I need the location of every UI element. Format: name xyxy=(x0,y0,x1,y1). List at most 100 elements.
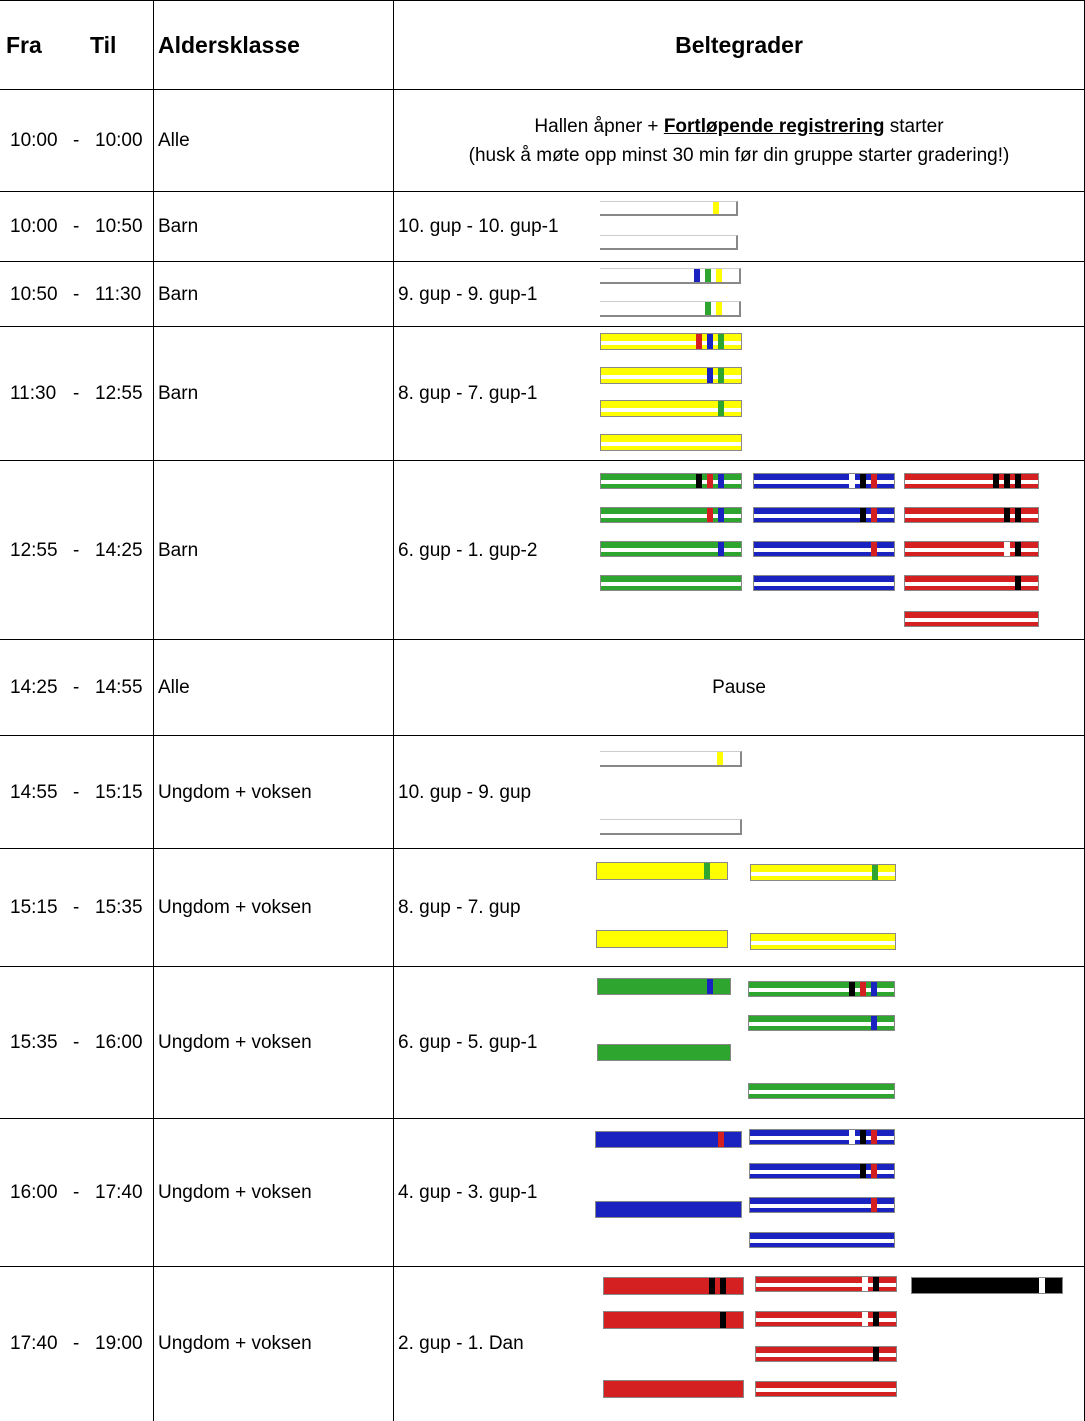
belt-stripe-red xyxy=(871,474,877,488)
belt-stripe-blue xyxy=(694,269,700,282)
grade-range: 9. gup - 9. gup-1 xyxy=(398,284,538,305)
belt-center-line xyxy=(601,582,741,586)
belt-center-line xyxy=(756,1283,896,1287)
belt-stripe-green xyxy=(718,368,724,383)
belt-stripe-blue xyxy=(707,368,713,383)
belt-yellow xyxy=(600,434,742,451)
belt-black xyxy=(911,1277,1063,1294)
pause-label: Pause xyxy=(712,677,766,698)
belt-green xyxy=(748,1083,895,1099)
belt-stripe-red xyxy=(871,508,877,522)
grid-line xyxy=(0,89,1085,90)
belt-center-line xyxy=(754,514,894,518)
belt-stripe-green xyxy=(705,302,711,315)
age-class: Barn xyxy=(158,216,199,237)
belt-stripe-black xyxy=(860,1164,866,1178)
grade-range: 6. gup - 5. gup-1 xyxy=(398,1032,538,1053)
time-separator: - xyxy=(73,383,80,404)
belt-center-line xyxy=(750,1204,894,1208)
belt-center-line xyxy=(601,480,741,484)
belt-center-line xyxy=(750,1239,894,1243)
time-from: 14:55 xyxy=(10,782,58,803)
belt-red xyxy=(904,541,1039,557)
belt-green xyxy=(600,507,742,523)
belt-white xyxy=(600,301,741,317)
time-from: 16:00 xyxy=(10,1182,58,1203)
time-from: 10:50 xyxy=(10,284,58,305)
belt-center-line xyxy=(750,1170,894,1174)
time-separator: - xyxy=(73,284,80,305)
grid-line xyxy=(0,848,1085,849)
time-separator: - xyxy=(73,216,80,237)
time-from: 17:40 xyxy=(10,1333,58,1354)
belt-center-line xyxy=(754,480,894,484)
belt-blue xyxy=(595,1201,742,1218)
registration-link[interactable]: Fortløpende registrering xyxy=(663,116,885,137)
belt-green xyxy=(600,473,742,489)
grid-line xyxy=(0,735,1085,736)
grid-line xyxy=(0,0,1085,1)
belt-stripe-black xyxy=(1015,542,1021,556)
belt-stripe-white xyxy=(1004,542,1010,556)
belt-red xyxy=(755,1311,897,1327)
time-to: 12:55 xyxy=(95,383,143,404)
belt-white xyxy=(600,819,742,835)
belt-green xyxy=(597,1044,731,1061)
time-separator: - xyxy=(73,782,80,803)
note-text: Hallen åpner + xyxy=(534,116,664,137)
belt-stripe-white xyxy=(849,1130,855,1144)
time-from: 14:25 xyxy=(10,677,58,698)
belt-stripe-blue xyxy=(718,508,724,522)
belt-center-line xyxy=(905,514,1038,518)
age-class: Ungdom + voksen xyxy=(158,1182,312,1203)
belt-yellow xyxy=(596,862,728,880)
belt-center-line xyxy=(751,941,895,945)
belt-stripe-white xyxy=(862,1312,868,1326)
belt-stripe-red xyxy=(871,1130,877,1144)
belt-stripe-white xyxy=(862,1277,868,1291)
belt-white xyxy=(600,201,738,216)
belt-stripe-blue xyxy=(707,979,713,994)
time-from: 10:00 xyxy=(10,130,58,151)
belt-blue xyxy=(753,575,895,591)
grid-line xyxy=(0,261,1085,262)
belt-blue xyxy=(595,1131,742,1148)
belt-blue xyxy=(749,1163,895,1179)
belt-stripe-green xyxy=(718,334,724,349)
belt-yellow xyxy=(750,864,896,881)
belt-stripe-yellow xyxy=(713,202,719,214)
belt-center-line xyxy=(750,1136,894,1140)
header-belt-grades: Beltegrader xyxy=(675,32,803,58)
belt-yellow xyxy=(600,400,742,417)
belt-red xyxy=(904,507,1039,523)
belt-center-line xyxy=(756,1353,896,1357)
belt-red xyxy=(603,1277,744,1295)
belt-stripe-black xyxy=(860,474,866,488)
time-from: 12:55 xyxy=(10,540,58,561)
belt-green xyxy=(600,575,742,591)
belt-stripe-blue xyxy=(707,334,713,349)
grid-line xyxy=(0,460,1085,461)
belt-red xyxy=(755,1276,897,1292)
belt-stripe-yellow xyxy=(716,269,722,282)
belt-center-line xyxy=(749,1022,894,1026)
belt-yellow xyxy=(600,333,742,350)
time-to: 10:50 xyxy=(95,216,143,237)
age-class: Barn xyxy=(158,383,199,404)
belt-stripe-black xyxy=(873,1312,879,1326)
belt-stripe-black xyxy=(720,1278,726,1294)
grade-range: 6. gup - 1. gup-2 xyxy=(398,540,538,561)
belt-stripe-yellow xyxy=(716,302,722,315)
belt-stripe-green xyxy=(704,863,710,879)
time-from: 15:35 xyxy=(10,1032,58,1053)
belt-center-line xyxy=(756,1318,896,1322)
belt-white xyxy=(600,268,741,284)
belt-green xyxy=(600,541,742,557)
time-separator: - xyxy=(73,897,80,918)
belt-stripe-black xyxy=(1015,474,1021,488)
time-to: 16:00 xyxy=(95,1032,143,1053)
belt-stripe-red xyxy=(707,474,713,488)
grade-range: 4. gup - 3. gup-1 xyxy=(398,1182,538,1203)
belt-center-line xyxy=(754,548,894,552)
time-from: 11:30 xyxy=(10,383,57,404)
